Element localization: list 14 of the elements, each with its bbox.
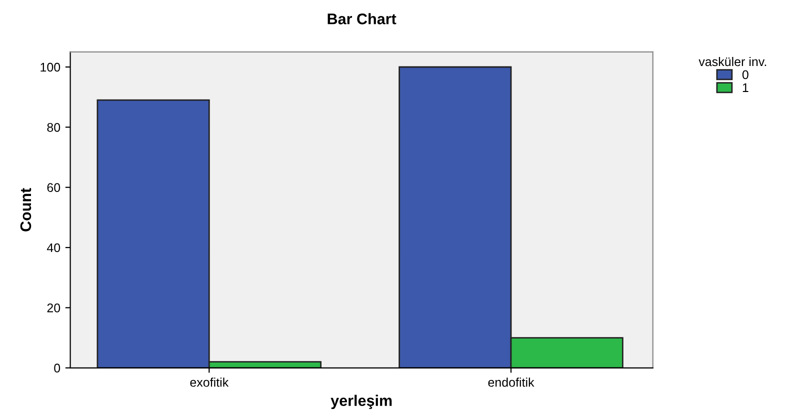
x-tick-label: exofitik xyxy=(190,378,229,387)
legend-label: 1 xyxy=(742,83,748,92)
y-tick-label: 40 xyxy=(46,243,60,252)
y-tick-label: 0 xyxy=(54,364,60,373)
y-tick-label: 80 xyxy=(47,122,60,132)
x-tick-label: endofitik xyxy=(488,378,534,387)
legend-label: 0 xyxy=(742,70,748,80)
y-tick-label: 20 xyxy=(47,304,60,312)
y-tick-label: 100 xyxy=(40,62,60,72)
x-axis-title: yerleşim xyxy=(330,394,392,410)
legend-title: vasküler inv. xyxy=(698,56,766,66)
y-tick-label: 60 xyxy=(47,183,60,192)
chart-title: Bar Chart xyxy=(328,13,396,24)
y-axis-title: Count xyxy=(20,188,32,232)
